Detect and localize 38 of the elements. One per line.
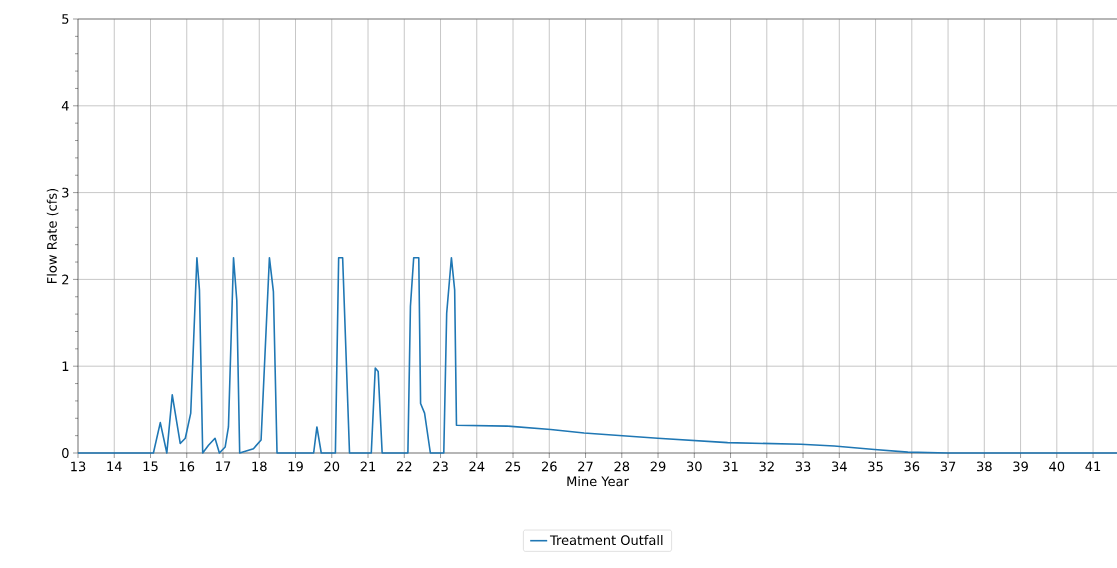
- x-tick-label: 14: [107, 461, 122, 471]
- y-tick-label: 2: [62, 274, 69, 285]
- x-tick-label: 21: [360, 461, 376, 472]
- x-tick-label: 31: [723, 461, 738, 472]
- x-tick-label: 40: [1049, 461, 1065, 472]
- y-tick-label: 5: [62, 14, 69, 24]
- x-tick-label: 17: [216, 461, 231, 471]
- x-tick-label: 32: [759, 461, 774, 472]
- x-tick-label: 26: [541, 461, 557, 472]
- x-tick-label: 22: [396, 461, 412, 472]
- x-tick-label: 13: [71, 461, 86, 472]
- x-tick-label: 41: [1085, 461, 1101, 471]
- x-tick-label: 35: [868, 461, 883, 472]
- x-tick-label: 19: [288, 461, 303, 472]
- x-tick-label: 39: [1013, 461, 1028, 472]
- x-tick-label: 15: [143, 461, 158, 472]
- y-tick-label: 4: [61, 101, 69, 111]
- x-tick-label: 16: [179, 461, 195, 472]
- x-tick-label: 27: [578, 461, 593, 472]
- x-axis-title: Mine Year: [567, 476, 629, 487]
- x-tick-label: 25: [505, 461, 521, 472]
- x-tick-label: 33: [795, 461, 811, 472]
- x-tick-label: 18: [252, 461, 267, 472]
- x-tick-label: 37: [940, 461, 956, 472]
- y-axis-title: Flow Rate (cfs): [46, 188, 59, 283]
- x-tick-label: 38: [977, 461, 992, 472]
- y-tick-label: 1: [62, 361, 69, 371]
- x-tick-label: 29: [650, 461, 666, 472]
- x-tick-label: 24: [469, 461, 485, 472]
- y-tick-label: 0: [62, 448, 69, 458]
- x-tick-label: 23: [433, 461, 448, 472]
- x-tick-label: 30: [687, 461, 702, 472]
- legend-label: Treatment Outfall: [549, 535, 663, 546]
- x-tick-label: 28: [614, 461, 630, 472]
- x-tick-label: 36: [904, 461, 920, 472]
- x-tick-label: 34: [832, 461, 847, 472]
- y-tick-label: 3: [62, 187, 69, 198]
- x-tick-label: 20: [324, 461, 340, 472]
